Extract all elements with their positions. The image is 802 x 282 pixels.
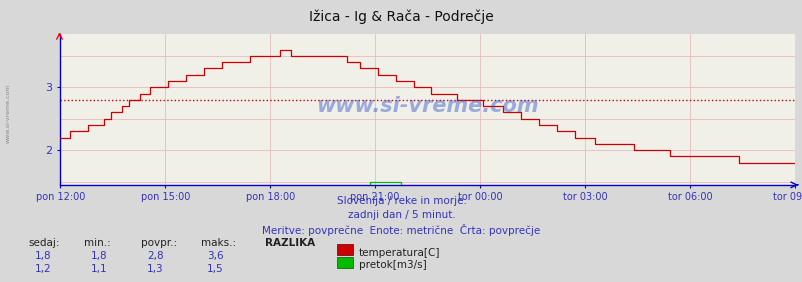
Text: 1,3: 1,3 bbox=[147, 264, 164, 274]
Text: 1,8: 1,8 bbox=[91, 251, 107, 261]
Text: Ižica - Ig & Rača - Podrečje: Ižica - Ig & Rača - Podrečje bbox=[309, 10, 493, 24]
Text: 1,8: 1,8 bbox=[34, 251, 51, 261]
Text: Slovenija / reke in morje.: Slovenija / reke in morje. bbox=[336, 196, 466, 206]
Text: maks.:: maks.: bbox=[200, 238, 236, 248]
Text: temperatura[C]: temperatura[C] bbox=[358, 248, 439, 257]
Text: 1,2: 1,2 bbox=[34, 264, 51, 274]
Text: RAZLIKA: RAZLIKA bbox=[265, 238, 314, 248]
Text: sedaj:: sedaj: bbox=[28, 238, 59, 248]
Text: pretok[m3/s]: pretok[m3/s] bbox=[358, 260, 426, 270]
Text: min.:: min.: bbox=[84, 238, 111, 248]
Text: www.si-vreme.com: www.si-vreme.com bbox=[6, 83, 10, 142]
Text: 3,6: 3,6 bbox=[207, 251, 224, 261]
Text: 2,8: 2,8 bbox=[147, 251, 164, 261]
Text: 1,1: 1,1 bbox=[91, 264, 107, 274]
Text: www.si-vreme.com: www.si-vreme.com bbox=[316, 96, 538, 116]
Text: povpr.:: povpr.: bbox=[140, 238, 176, 248]
Text: Meritve: povprečne  Enote: metrične  Črta: povprečje: Meritve: povprečne Enote: metrične Črta:… bbox=[262, 224, 540, 236]
Text: zadnji dan / 5 minut.: zadnji dan / 5 minut. bbox=[347, 210, 455, 220]
Text: 1,5: 1,5 bbox=[207, 264, 224, 274]
